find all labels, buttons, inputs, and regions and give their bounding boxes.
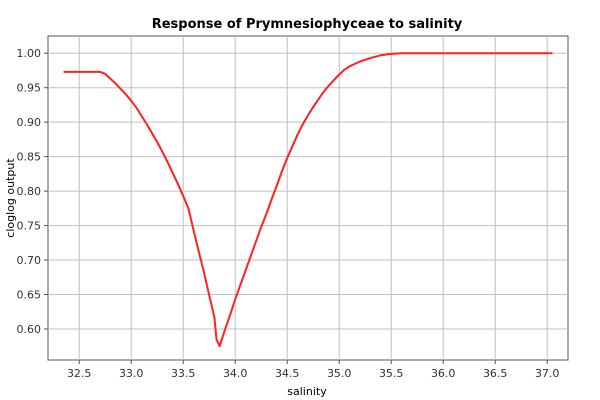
series-layer [63, 52, 553, 348]
x-tick-label: 34.0 [223, 367, 248, 380]
series-line [63, 52, 553, 348]
x-tick-labels: 32.5 33.0 33.5 34.0 34.5 35.0 35.5 36.0 36.5 37.0 [67, 367, 560, 380]
plot-area [47, 35, 569, 361]
x-tick-label: 37.0 [535, 367, 560, 380]
x-tick-label: 36.0 [431, 367, 456, 380]
x-axis-label: salinity [287, 385, 327, 398]
x-tick-label: 32.5 [67, 367, 92, 380]
x-tick-label: 34.5 [275, 367, 300, 380]
y-axis-label: cloglog output [4, 158, 17, 238]
x-tick-label: 36.5 [483, 367, 508, 380]
y-tick-label: 0.85 [17, 151, 42, 164]
chart-title: Response of Prymnesiophyceae to salinity [152, 17, 463, 32]
y-tick-label: 0.70 [17, 254, 42, 267]
y-tick-label: 0.90 [17, 116, 42, 129]
y-tick-label: 0.75 [17, 220, 42, 233]
y-tick-label: 0.95 [17, 82, 42, 95]
x-tick-label: 35.5 [379, 367, 404, 380]
y-tick-label: 0.60 [17, 323, 42, 336]
x-tick-label: 33.5 [171, 367, 196, 380]
y-tick-label: 0.65 [17, 289, 42, 302]
y-tick-label: 1.00 [17, 47, 42, 60]
y-gridlines [44, 52, 568, 330]
x-tick-label: 33.0 [119, 367, 144, 380]
y-tick-label: 0.80 [17, 185, 42, 198]
y-tick-labels: 0.60 0.65 0.70 0.75 0.80 0.85 0.90 0.95 1.00 [17, 47, 42, 336]
x-tick-label: 35.0 [327, 367, 352, 380]
